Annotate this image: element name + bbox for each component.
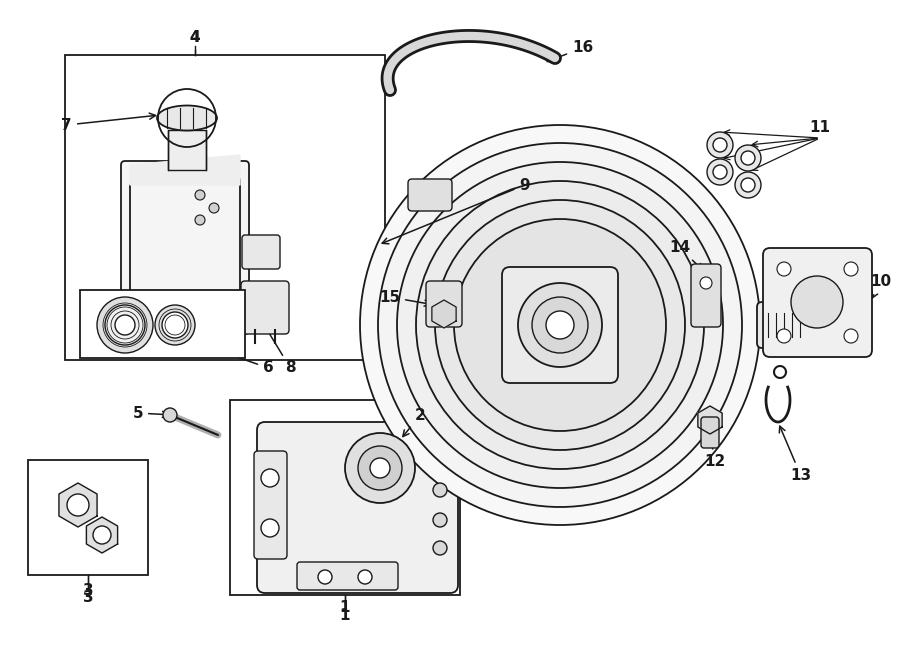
Text: 7: 7 (61, 113, 156, 132)
Ellipse shape (157, 106, 217, 130)
Circle shape (209, 203, 219, 213)
Circle shape (700, 277, 712, 289)
Text: 14: 14 (669, 241, 703, 270)
Circle shape (844, 262, 858, 276)
Text: 6: 6 (149, 326, 274, 375)
Text: 15: 15 (379, 290, 430, 306)
Polygon shape (432, 300, 456, 328)
Circle shape (261, 519, 279, 537)
Bar (28, 460, 148, 575)
Circle shape (735, 172, 761, 198)
Circle shape (532, 297, 588, 353)
Text: 1: 1 (340, 607, 350, 623)
FancyBboxPatch shape (257, 422, 458, 593)
FancyBboxPatch shape (121, 161, 249, 334)
Circle shape (97, 297, 153, 353)
FancyBboxPatch shape (763, 248, 872, 357)
Circle shape (105, 305, 145, 345)
Bar (65, 55, 385, 360)
Circle shape (777, 262, 791, 276)
Polygon shape (130, 168, 240, 330)
Circle shape (360, 125, 760, 525)
Circle shape (707, 159, 733, 185)
Circle shape (67, 494, 89, 516)
Circle shape (777, 329, 791, 343)
Circle shape (155, 305, 195, 345)
Polygon shape (58, 483, 97, 527)
FancyBboxPatch shape (502, 267, 618, 383)
Circle shape (345, 433, 415, 503)
Circle shape (713, 138, 727, 152)
Circle shape (378, 143, 742, 507)
Circle shape (261, 469, 279, 487)
Circle shape (741, 151, 755, 165)
Circle shape (518, 283, 602, 367)
Circle shape (433, 483, 447, 497)
Polygon shape (130, 155, 240, 185)
Circle shape (707, 132, 733, 158)
FancyBboxPatch shape (254, 451, 287, 559)
Circle shape (318, 570, 332, 584)
Circle shape (735, 145, 761, 171)
Circle shape (358, 446, 402, 490)
Circle shape (546, 311, 574, 339)
FancyBboxPatch shape (757, 302, 819, 348)
Text: 12: 12 (705, 438, 725, 469)
Text: 10: 10 (870, 274, 891, 298)
Bar (230, 400, 460, 595)
FancyBboxPatch shape (701, 417, 719, 448)
Text: 5: 5 (132, 405, 168, 420)
FancyBboxPatch shape (241, 281, 289, 334)
FancyBboxPatch shape (691, 264, 721, 327)
Circle shape (844, 329, 858, 343)
Text: 13: 13 (779, 426, 811, 483)
Text: 16: 16 (547, 40, 593, 62)
Circle shape (93, 526, 111, 544)
Circle shape (115, 315, 135, 335)
Text: 11: 11 (809, 120, 831, 136)
Circle shape (416, 181, 704, 469)
Text: 8: 8 (257, 314, 295, 375)
Circle shape (791, 276, 843, 328)
Circle shape (162, 312, 188, 338)
Text: 3: 3 (83, 590, 94, 605)
Text: 2: 2 (403, 407, 426, 436)
FancyBboxPatch shape (297, 562, 398, 590)
Polygon shape (86, 517, 118, 553)
Text: 9: 9 (382, 178, 530, 244)
Text: 4: 4 (190, 30, 201, 46)
Circle shape (713, 165, 727, 179)
Circle shape (163, 408, 177, 422)
Circle shape (741, 178, 755, 192)
Bar (168, 130, 206, 170)
Circle shape (454, 219, 666, 431)
Circle shape (195, 215, 205, 225)
Text: 1: 1 (340, 600, 350, 615)
FancyBboxPatch shape (242, 235, 280, 269)
Polygon shape (698, 406, 722, 434)
Circle shape (433, 513, 447, 527)
Text: 4: 4 (190, 30, 201, 45)
Circle shape (195, 190, 205, 200)
Text: 3: 3 (83, 583, 94, 598)
Circle shape (397, 162, 723, 488)
Circle shape (435, 200, 685, 450)
Bar (80, 290, 245, 358)
Circle shape (358, 570, 372, 584)
FancyBboxPatch shape (408, 179, 452, 211)
Circle shape (433, 541, 447, 555)
FancyBboxPatch shape (426, 281, 462, 327)
Circle shape (370, 458, 390, 478)
